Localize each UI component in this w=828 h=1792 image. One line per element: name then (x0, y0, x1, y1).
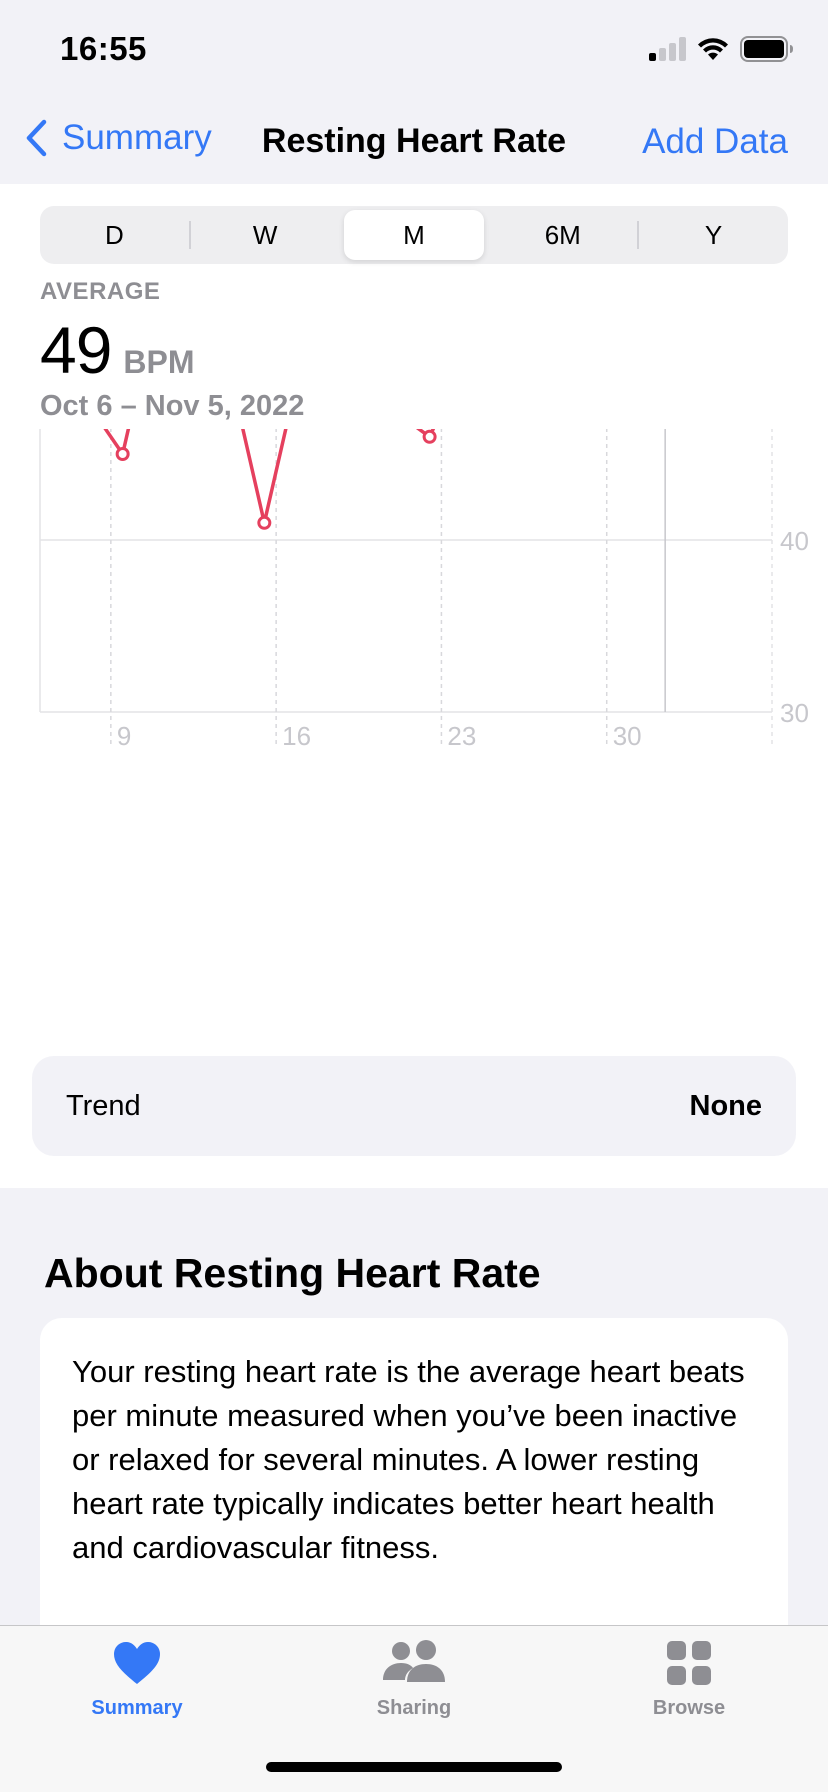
x-tick-label: 23 (447, 721, 476, 751)
cellular-signal-icon (649, 37, 686, 61)
heart-rate-chart[interactable]: 605040309162330 (0, 182, 828, 999)
y-tick-label: 30 (780, 698, 809, 728)
tab-summary-label: Summary (91, 1697, 183, 1719)
about-title: About Resting Heart Rate (44, 1250, 541, 1296)
average-number: 49 (40, 313, 112, 387)
status-time: 16:55 (60, 30, 147, 67)
data-point (422, 429, 437, 444)
average-value: 49 BPM (40, 312, 195, 388)
tab-sharing[interactable]: Sharing (314, 1640, 514, 1720)
wifi-icon (698, 38, 728, 60)
tab-summary[interactable]: Summary (37, 1640, 237, 1720)
about-text: Your resting heart rate is the average h… (72, 1354, 745, 1565)
segment-week[interactable]: W (252, 219, 278, 250)
segment-divider (188, 221, 191, 249)
navigation-bar: Summary Resting Heart Rate Add Data (0, 100, 828, 184)
segment-day[interactable]: D (105, 219, 124, 250)
tab-browse-label: Browse (652, 1697, 726, 1719)
segment-six-months[interactable]: 6M (544, 219, 581, 250)
people-icon (383, 1640, 445, 1682)
segment-divider (637, 221, 640, 249)
status-icons (648, 36, 794, 62)
tab-browse[interactable]: Browse (589, 1640, 789, 1720)
data-point (257, 515, 272, 530)
x-tick-label: 9 (117, 721, 131, 751)
add-data-button[interactable]: Add Data (642, 122, 788, 161)
tab-sharing-label: Sharing (376, 1697, 452, 1719)
back-button-label: Summary (62, 118, 212, 157)
series-line (38, 280, 762, 525)
heart-rate-chart-svg: 605040309162330 (38, 182, 809, 751)
x-tick-label: 30 (613, 721, 642, 751)
grid-icon (667, 1641, 711, 1685)
heart-icon (114, 1642, 160, 1684)
segment-year[interactable]: Y (704, 219, 723, 250)
main-content: D W M 6M Y AVERAGE 49 BPM Oct 6 – Nov 5,… (0, 182, 828, 1188)
chevron-left-icon (26, 119, 47, 157)
segment-month[interactable]: M (343, 210, 485, 260)
trend-row[interactable]: Trend None (32, 1056, 796, 1156)
average-label: AVERAGE (40, 278, 161, 305)
time-range-segmented-control: D W M 6M Y (40, 206, 788, 264)
x-tick-label: 16 (282, 721, 311, 751)
y-tick-label: 40 (780, 526, 809, 556)
data-point (115, 447, 130, 461)
status-bar: 16:55 (0, 0, 828, 100)
battery-icon (740, 36, 793, 62)
trend-label: Trend (66, 1090, 141, 1122)
home-indicator (266, 1762, 562, 1772)
date-range: Oct 6 – Nov 5, 2022 (40, 390, 305, 422)
about-card: Your resting heart rate is the average h… (40, 1318, 788, 1678)
back-button[interactable]: Summary (24, 118, 212, 158)
trend-value: None (689, 1090, 763, 1122)
average-unit: BPM (123, 344, 195, 380)
